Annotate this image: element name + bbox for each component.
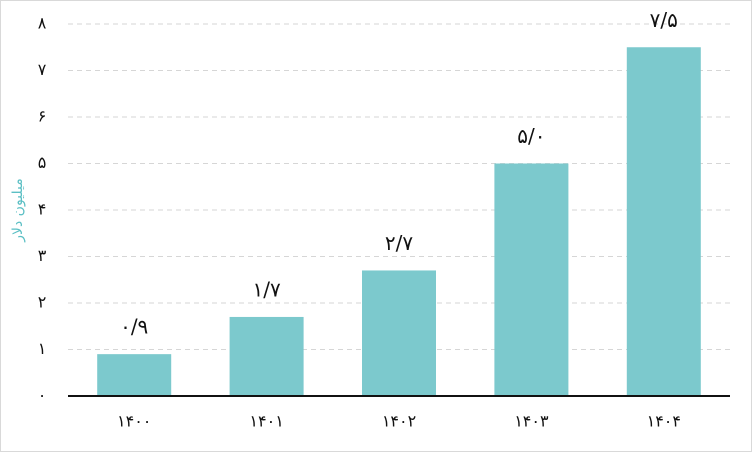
value-label: ۲/۷ — [385, 231, 413, 255]
y-tick-label: ۸ — [38, 14, 47, 33]
value-label: ۵/۰ — [517, 124, 545, 148]
x-tick-label: ۱۴۰۳ — [514, 412, 549, 431]
value-label: ۱/۷ — [252, 277, 280, 301]
x-tick-label: ۱۴۰۱ — [249, 412, 283, 431]
x-tick-label: ۱۴۰۴ — [647, 412, 681, 431]
bar — [362, 270, 436, 396]
y-tick-label: ۶ — [38, 107, 47, 126]
bar — [494, 163, 569, 396]
y-tick-label: ۱ — [38, 339, 47, 358]
bar — [626, 47, 701, 396]
y-axis-label: میلیون دلار — [10, 178, 26, 243]
bar — [97, 354, 172, 396]
x-tick-label: ۱۴۰۰ — [117, 412, 151, 431]
value-label: ۷/۵ — [650, 8, 678, 32]
x-tick-label: ۱۴۰۲ — [382, 412, 416, 431]
y-tick-label: ۳ — [38, 246, 47, 265]
value-label: ۰/۹ — [120, 315, 148, 339]
y-tick-label: ۵ — [38, 153, 47, 172]
y-tick-label: ۴ — [38, 200, 47, 219]
y-tick-label: ۲ — [38, 293, 47, 312]
bar — [229, 316, 304, 396]
y-tick-label: ۷ — [38, 60, 47, 79]
y-tick-label: ۰ — [38, 386, 47, 405]
